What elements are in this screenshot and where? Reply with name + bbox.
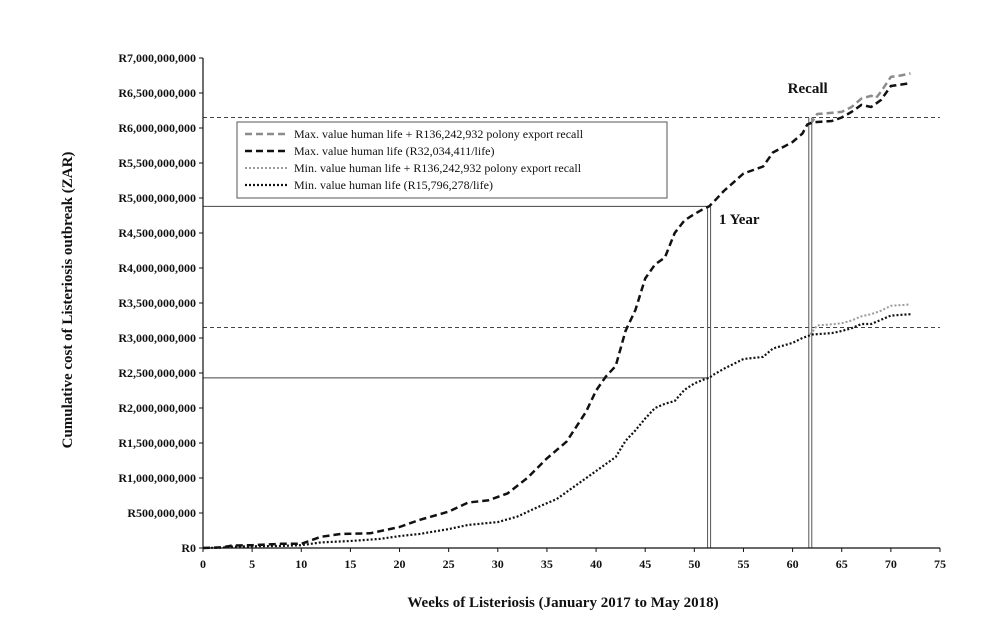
y-tick-label: R4,000,000,000 <box>118 261 196 275</box>
x-tick-label: 45 <box>639 557 651 571</box>
x-tick-label: 55 <box>737 557 749 571</box>
y-tick-label: R7,000,000,000 <box>118 51 196 65</box>
legend-entry-label: Max. value human life (R32,034,411/life) <box>294 144 495 158</box>
x-tick-label: 35 <box>541 557 553 571</box>
reference-lines <box>203 117 940 548</box>
x-axis-title: Weeks of Listeriosis (January 2017 to Ma… <box>407 595 718 611</box>
annotations: Recall 1 Year <box>719 81 828 228</box>
series-line-2 <box>202 81 911 550</box>
x-tick-label: 75 <box>934 557 946 571</box>
x-tick-label: 70 <box>885 557 897 571</box>
y-tick-label: R1,000,000,000 <box>118 471 196 485</box>
x-tick-label: 65 <box>836 557 848 571</box>
y-tick-label: R6,000,000,000 <box>118 121 196 135</box>
x-tick-label: 20 <box>394 557 406 571</box>
y-tick-label: R4,500,000,000 <box>118 226 196 240</box>
x-tick-label: 30 <box>492 557 504 571</box>
x-tick-label: 25 <box>443 557 455 571</box>
x-tick-label: 15 <box>344 557 356 571</box>
y-tick-label: R5,000,000,000 <box>118 191 196 205</box>
series-line-4 <box>202 313 911 550</box>
legend-entry-label: Max. value human life + R136,242,932 pol… <box>294 127 584 141</box>
x-tick-label: 40 <box>590 557 602 571</box>
y-tick-label: R2,000,000,000 <box>118 401 196 415</box>
y-tick-label: R5,500,000,000 <box>118 156 196 170</box>
x-tick-label: 50 <box>688 557 700 571</box>
y-tick-label: R3,000,000,000 <box>118 331 196 345</box>
y-tick-label: R1,500,000,000 <box>118 436 196 450</box>
y-tick-label: R2,500,000,000 <box>118 366 196 380</box>
x-tick-label: 10 <box>295 557 307 571</box>
legend-box <box>236 121 668 199</box>
y-tick-label: R500,000,000 <box>127 506 196 520</box>
series-line-1 <box>809 72 911 126</box>
x-tick-label: 0 <box>200 557 206 571</box>
y-tick-label: R6,500,000,000 <box>118 86 196 100</box>
series-lines <box>202 72 911 550</box>
series-line-3 <box>809 303 911 336</box>
y-tick-label: R3,500,000,000 <box>118 296 196 310</box>
x-tick-labels: 0 5 10 15 20 25 30 35 40 45 50 55 60 65 70 75 <box>200 548 946 571</box>
legend-entry-label: Min. value human life (R15,796,278/life) <box>294 178 493 192</box>
y-tick-label: R0 <box>181 541 196 555</box>
legend-entry-label: Min. value human life + R136,242,932 pol… <box>294 161 582 175</box>
legend: Max. value human life + R136,242,932 pol… <box>236 121 668 199</box>
y-tick-labels: R0 R500,000,000 R1,000,000,000 R1,500,000,0… <box>118 51 203 555</box>
annotation-label: Recall <box>788 81 828 97</box>
annotation-label: 1 Year <box>719 212 760 228</box>
x-tick-label: 60 <box>787 557 799 571</box>
x-tick-label: 5 <box>249 557 255 571</box>
y-axis-title: Cumulative cost of Listeriosis outbreak … <box>60 152 76 449</box>
